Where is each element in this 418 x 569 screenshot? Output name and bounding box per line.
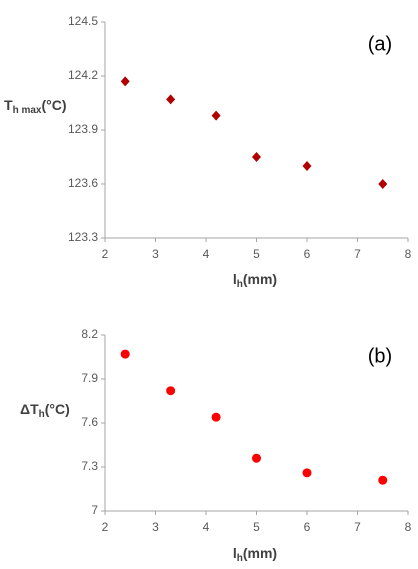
label-sub: h [237,553,243,564]
point [302,161,312,171]
label-unit: (mm) [243,545,277,561]
point [166,386,176,396]
label-unit: (mm) [243,271,277,287]
axis-label: lh(mm) [233,271,277,290]
point [302,468,312,478]
point [120,76,130,87]
x-tick-label: 3 [152,247,159,261]
x-tick-label: 6 [304,520,311,534]
x-tick-label: 2 [102,520,109,534]
label-main: T [4,97,13,113]
x-tick-label: 3 [152,520,159,534]
y-tick-label: 7.3 [81,459,98,473]
point [166,94,176,105]
x-tick-label: 6 [304,247,311,261]
axis-label: ΔTh(°C) [20,401,70,420]
point [120,349,130,359]
label-sub: h [237,279,243,290]
y-tick-label: 123.3 [68,230,98,244]
y-tick-label: 7.6 [81,415,98,429]
axis-label: lh(mm) [233,545,277,564]
x-tick-label: 5 [253,520,260,534]
point [252,453,261,463]
point [211,412,221,422]
x-tick-label: 5 [253,247,260,261]
x-tick-label: 8 [405,247,412,261]
label-main: l [233,545,237,561]
y-tick-label: 124.5 [68,14,98,28]
label-unit: (°C) [45,401,70,417]
y-tick-label: 123.6 [68,176,98,190]
label-main: ΔT [20,401,39,417]
x-tick-label: 8 [405,520,412,534]
x-tick-label: 7 [354,520,361,534]
annotation: (b) [368,345,392,367]
x-tick-label: 4 [203,247,210,261]
y-tick-label: 7.9 [81,371,98,385]
point [378,475,388,485]
point [211,110,221,121]
y-tick-label: 124.2 [68,68,98,82]
point [378,179,388,189]
label-sub: h [39,409,45,420]
x-tick-label: 4 [203,520,210,534]
label-main: l [233,271,237,287]
y-tick-label: 7 [91,503,98,517]
label-unit: (°C) [41,97,66,113]
y-tick-label: 123.9 [68,122,98,136]
x-tick-label: 7 [354,247,361,261]
point [252,152,261,162]
y-tick-label: 8.2 [81,327,98,341]
axis-label: Th max(°C) [4,97,67,116]
annotation: (a) [368,33,392,55]
x-tick-label: 2 [102,247,109,261]
label-sub: h max [13,105,42,116]
